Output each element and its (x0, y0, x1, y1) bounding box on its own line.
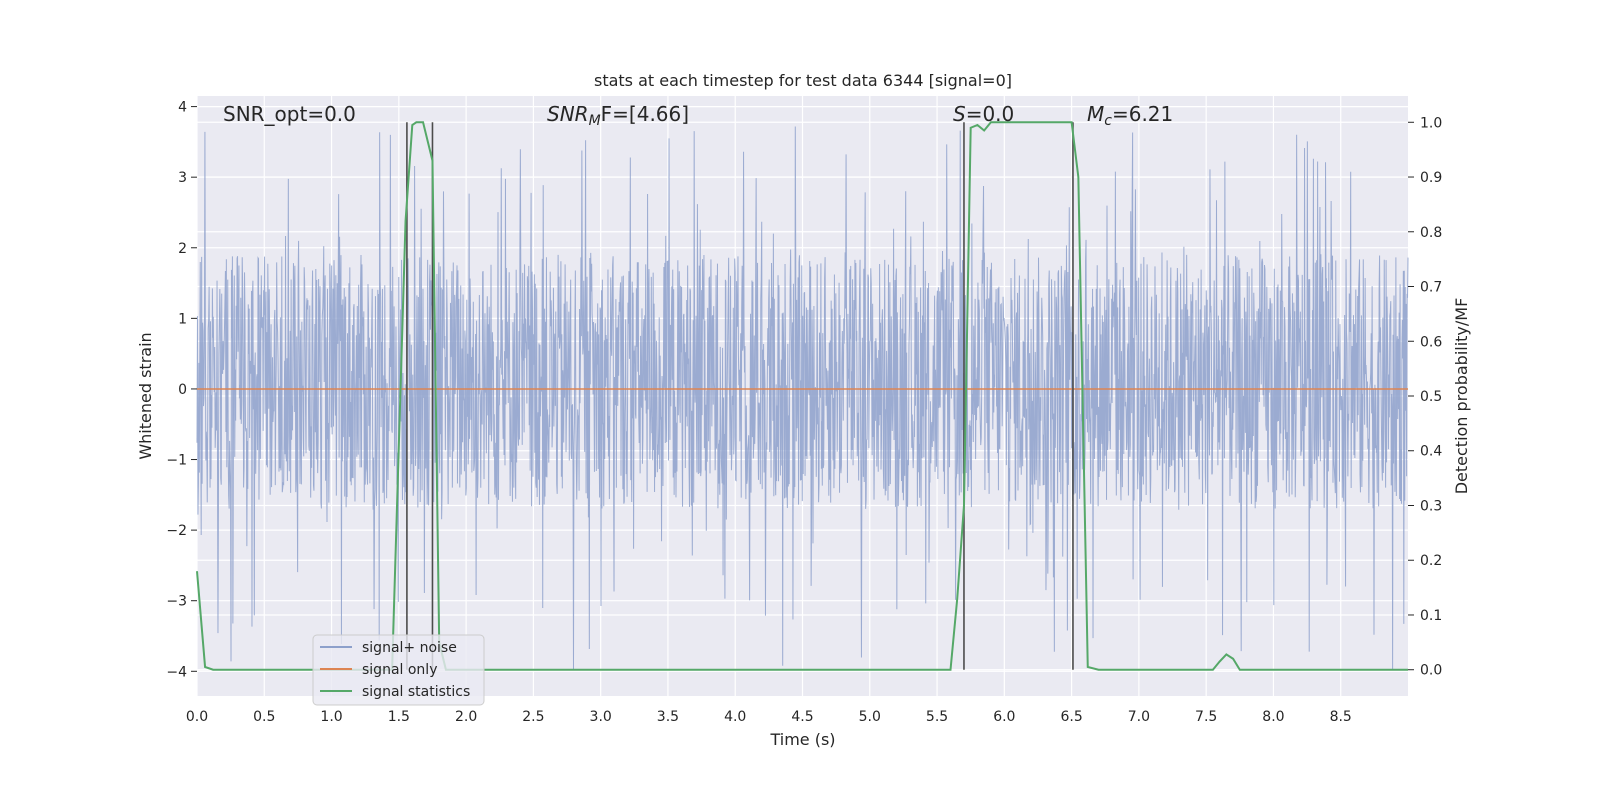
series-line-signal-noise (196, 126, 1409, 670)
annotation-s: S=0.0 (953, 102, 1014, 126)
legend-label-noise: signal+ noise (362, 640, 457, 656)
legend: signal+ noise signal only signal statist… (312, 634, 485, 706)
x-tick-label: 1.0 (320, 709, 342, 725)
x-tick-label: 4.5 (791, 709, 813, 725)
snr-mf-subscript: M (589, 113, 601, 129)
y-right-tick-label: 0.9 (1420, 170, 1442, 186)
mc-subscript: c (1104, 113, 1112, 129)
x-tick-label: 5.5 (926, 709, 948, 725)
series-line-signal-statistics (196, 121, 1408, 671)
x-tick-label: 8.0 (1262, 709, 1284, 725)
chart-title: stats at each timestep for test data 634… (594, 71, 1012, 90)
x-tick-label: 3.5 (657, 709, 679, 725)
y-tick-label: −3 (166, 594, 187, 610)
x-tick-label: 2.0 (455, 709, 477, 725)
y-right-tick-label: 0.8 (1420, 225, 1442, 241)
x-axis-ticks: 0.0 0.5 1.0 1.5 2.0 2.5 3.0 3.5 4.0 4.5 5.0 5.5 6.0 6… (186, 709, 1352, 725)
legend-box (312, 634, 485, 706)
s-value: =0.0 (966, 102, 1015, 126)
y-right-tick-label: 0.0 (1420, 663, 1442, 679)
y-right-tick-label: 0.5 (1420, 389, 1442, 405)
y-axis-label: Whitened strain (136, 332, 155, 459)
x-tick-label: 4.0 (724, 709, 746, 725)
y-right-axis-label: Detection probability/MF (1452, 298, 1471, 495)
x-axis-label: Time (s) (769, 730, 835, 749)
x-tick-label: 0.5 (253, 709, 275, 725)
y-tick-label: 4 (178, 100, 187, 116)
x-tick-label: 2.5 (522, 709, 544, 725)
y-tick-label: −2 (166, 523, 187, 539)
y-tick-label: −1 (166, 453, 187, 469)
x-tick-label: 3.0 (590, 709, 612, 725)
x-tick-label: 7.0 (1128, 709, 1150, 725)
y-right-tick-label: 0.6 (1420, 334, 1442, 350)
legend-label-signal-only: signal only (362, 662, 437, 678)
x-tick-label: 0.0 (186, 709, 208, 725)
s-symbol: S (953, 102, 966, 126)
y-right-tick-label: 0.2 (1420, 553, 1442, 569)
y-right-tick-label: 0.7 (1420, 280, 1442, 296)
legend-label-signal-statistics: signal statistics (362, 684, 470, 700)
mc-symbol: M (1087, 102, 1104, 126)
snr-mf-symbol: SNR (547, 102, 589, 126)
y-right-tick-label: 0.4 (1420, 444, 1442, 460)
mc-value: =6.21 (1112, 102, 1173, 126)
annotation-snr-mf: SNRMF=[4.66] (547, 102, 689, 129)
annotation-snr-opt: SNR_opt=0.0 (223, 102, 356, 126)
y-tick-label: 2 (178, 241, 187, 257)
x-tick-label: 8.5 (1330, 709, 1352, 725)
y-right-tick-label: 0.1 (1420, 608, 1442, 624)
y-right-tick-label: 0.3 (1420, 498, 1442, 514)
x-tick-label: 5.0 (859, 709, 881, 725)
plot-area (196, 121, 1409, 671)
x-tick-label: 7.5 (1195, 709, 1217, 725)
x-tick-label: 1.5 (388, 709, 410, 725)
y-right-axis-ticks: 1.0 0.9 0.8 0.7 0.6 0.5 0.4 0.3 0.2 0.1 0.0 (1408, 115, 1442, 679)
annotation-mc: Mc=6.21 (1087, 102, 1173, 129)
y-tick-label: 1 (178, 311, 187, 327)
y-tick-label: 0 (178, 382, 187, 398)
signal-statistics-series (196, 121, 1408, 671)
y-tick-label: 3 (178, 170, 187, 186)
x-tick-label: 6.5 (1060, 709, 1082, 725)
y-axis-ticks: 4 3 2 1 0 −1 −2 −3 −4 (166, 100, 197, 680)
x-tick-label: 6.0 (993, 709, 1015, 725)
noise-series (196, 126, 1409, 670)
y-tick-label: −4 (166, 664, 187, 680)
y-right-tick-label: 1.0 (1420, 115, 1442, 131)
snr-mf-value: F=[4.66] (601, 102, 689, 126)
